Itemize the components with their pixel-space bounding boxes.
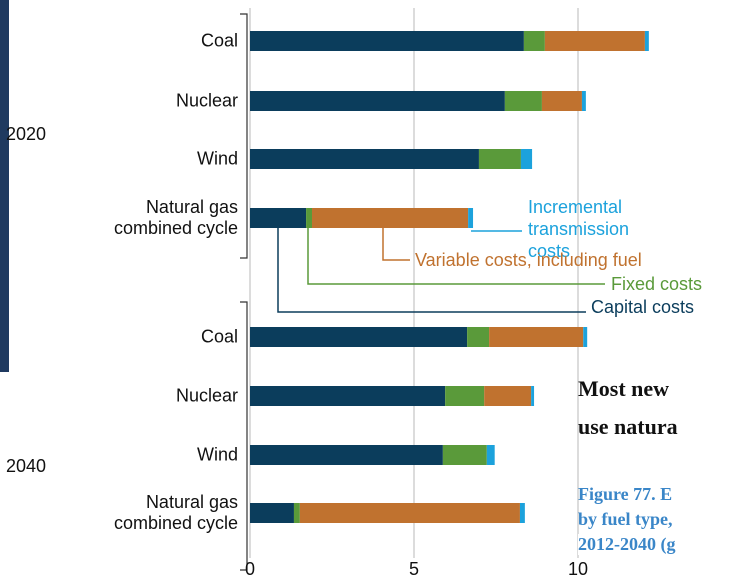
bar-segment	[250, 208, 307, 228]
bar-segment	[250, 445, 443, 465]
bar-segment	[250, 327, 468, 347]
bar-segment	[519, 503, 525, 523]
group-bracket	[240, 301, 248, 571]
group-label: 2040	[6, 456, 46, 476]
page-text: Figure 77. E	[578, 484, 673, 504]
group-label: 2020	[6, 124, 46, 144]
legend-entry: Capital costs	[591, 297, 695, 317]
y-tick-label: Natural gas combined cycle	[113, 197, 238, 238]
leader-line	[382, 228, 410, 261]
bar-segment	[311, 208, 469, 228]
bar-segment	[523, 31, 545, 51]
bar-segment	[583, 327, 588, 347]
leader-line	[307, 228, 605, 285]
bar-segment	[250, 31, 524, 51]
y-tick-label: Coal	[200, 326, 238, 347]
x-tick-label: 5	[409, 559, 419, 579]
leader-line	[277, 228, 586, 313]
bar-segment	[445, 386, 485, 406]
bar-segment	[306, 208, 312, 228]
bar-segment	[250, 503, 294, 523]
bar-segment	[478, 149, 521, 169]
bar-segment	[581, 91, 586, 111]
legend-entry: Variable costs, including fuel	[415, 250, 642, 270]
x-tick-label: 10	[568, 559, 588, 579]
bar-segment	[504, 91, 542, 111]
page-text: 2012-2040 (g	[578, 534, 676, 555]
bar-segment	[644, 31, 649, 51]
bar-segment	[484, 386, 532, 406]
bar-segment	[467, 327, 490, 347]
bar-segment	[486, 445, 495, 465]
page-text: by fuel type,	[578, 509, 673, 529]
y-tick-label: Natural gas combined cycle	[113, 492, 238, 533]
page-text: Most new	[578, 376, 670, 401]
group-bracket	[240, 13, 248, 259]
bar-segment	[250, 91, 505, 111]
bar-segment	[489, 327, 584, 347]
bar-segment	[468, 208, 474, 228]
page-text: use natura	[578, 414, 678, 439]
y-tick-label: Coal	[200, 30, 238, 51]
bar-segment	[293, 503, 300, 523]
bar-segment	[541, 91, 582, 111]
bar-segment	[299, 503, 520, 523]
bar-segment	[250, 386, 446, 406]
bar-segment	[520, 149, 533, 169]
bar-segment	[250, 149, 479, 169]
y-tick-label: Wind	[196, 148, 238, 169]
bar-segment	[531, 386, 535, 406]
y-tick-label: Nuclear	[175, 385, 238, 406]
y-tick-label: Wind	[196, 444, 238, 465]
x-tick-label: 0	[245, 559, 255, 579]
y-tick-label: Nuclear	[175, 90, 238, 111]
sidebar	[0, 0, 9, 372]
legend-entry: Incremental transmission costs	[528, 197, 630, 261]
legend-entry: Fixed costs	[611, 274, 703, 294]
bar-segment	[544, 31, 645, 51]
bar-segment	[442, 445, 487, 465]
